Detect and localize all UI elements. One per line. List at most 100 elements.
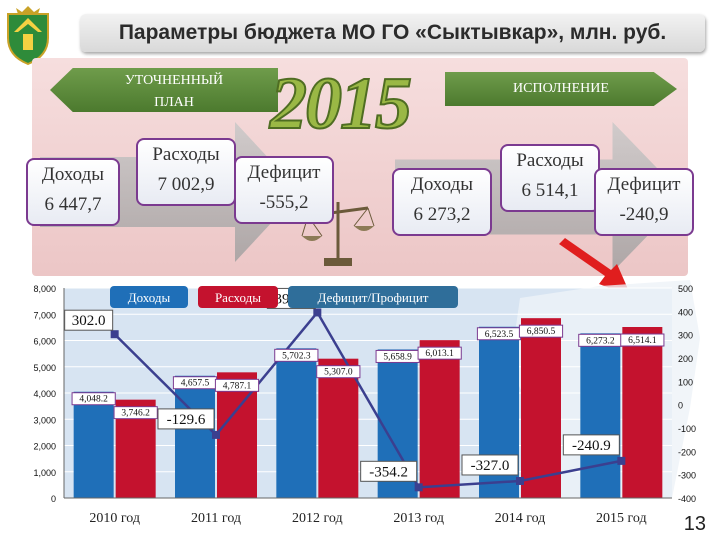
y-right-tick-label: -100: [678, 424, 696, 434]
legend-item: [110, 286, 188, 308]
expense-value-label-box: [113, 406, 158, 420]
income-bar: [73, 391, 114, 498]
balance-point: [414, 483, 423, 492]
y-right-tick-label: 300: [678, 331, 693, 341]
expense-value-label: 4,787.1: [223, 381, 252, 391]
page-title-text: Параметры бюджета МО ГО «Сыктывкар», млн…: [118, 21, 667, 44]
plan-expense-value: 7 002,9: [157, 174, 215, 195]
exec-income-label: Доходы: [410, 174, 474, 195]
expense-value-label: 5,307.0: [324, 368, 353, 378]
plan-expense-label: Расходы: [152, 144, 220, 165]
exec-expense-label: Расходы: [516, 150, 584, 171]
legend: Доходы Расходы Дефицит/Профицит: [110, 286, 458, 308]
income-value-label: 5,658.9: [383, 352, 412, 362]
expense-bar: [622, 327, 663, 498]
expense-value-label-box: [316, 365, 361, 379]
x-tick-label: 2013 год: [393, 511, 444, 526]
y-right-tick-label: 100: [678, 377, 693, 387]
plan-banner-line1: УТОЧНЕННЫЙ: [124, 73, 224, 88]
plan-income-label: Доходы: [41, 164, 105, 185]
income-value-label-box: [274, 348, 319, 362]
x-tick-label: 2014 год: [495, 511, 546, 526]
x-tick-label: 2011 год: [191, 511, 241, 526]
expense-bar: [318, 358, 359, 498]
balance-value-label: -354.2: [369, 464, 408, 480]
expense-value-label-box: [620, 333, 665, 347]
y-right-tick-label: -300: [678, 471, 696, 481]
y-right-tick-label: 200: [678, 354, 693, 364]
y-right-tick-label: 400: [678, 307, 693, 317]
legend-label: Дефицит/Профицит: [318, 290, 429, 305]
balance-value-box: [562, 434, 620, 456]
income-value-label: 6,523.5: [485, 330, 514, 340]
exec-expense-value: 6 514,1: [521, 180, 579, 201]
income-bar: [175, 375, 215, 498]
exec-deficit-value: -240,9: [619, 204, 669, 225]
axis-ticks: 0 1,000 2,000 3,000 4,000 5,000 6,000 7,000 8,00…: [33, 284, 696, 526]
balance-point: [212, 430, 220, 439]
legend-item: [198, 286, 278, 308]
plan-expense-box: Расходы 7 002,9: [136, 138, 236, 206]
plan-banner-line2: ПЛАН: [154, 95, 194, 110]
income-bar: [580, 333, 621, 498]
expense-value-label-box: [518, 324, 564, 338]
coat-of-arms-icon: [7, 6, 49, 66]
balance-point: [313, 308, 322, 317]
income-value-label: 4,657.5: [181, 379, 210, 389]
expense-bar: [521, 318, 561, 498]
y-right-tick-label: 500: [678, 284, 693, 294]
highlight-arrow-icon: [559, 238, 631, 296]
balance-point: [110, 330, 119, 339]
balance-value-label: -240.9: [572, 438, 611, 454]
balance-value-box: [461, 454, 519, 476]
legend-label: Расходы: [215, 290, 261, 305]
plan-deficit-value: -555,2: [259, 192, 309, 213]
balance-value-box: [64, 309, 114, 331]
y-left-tick-label: 7,000: [33, 310, 56, 320]
plan-income-box: Доходы 6 447,7: [26, 158, 120, 226]
expense-value-label-box: [417, 346, 462, 360]
legend-label: Доходы: [128, 290, 171, 305]
balance-point: [516, 476, 524, 485]
plan-banner: УТОЧНЕННЫЙ ПЛАН: [50, 68, 278, 112]
y-left-tick-label: 3,000: [33, 415, 56, 425]
x-tick-label: 2015 год: [596, 511, 647, 526]
exec-deficit-box: Дефицит -240,9: [594, 168, 694, 236]
y-left-tick-label: 8,000: [33, 284, 56, 294]
y-left-tick-label: 6,000: [33, 337, 56, 347]
income-value-label: 6,273.2: [586, 336, 615, 346]
y-right-tick-label: -200: [678, 447, 696, 457]
year-banner: 2015: [269, 62, 413, 146]
balance-point: [617, 456, 626, 465]
income-bar: [276, 348, 317, 498]
y-left-tick-label: 5,000: [33, 363, 56, 373]
exec-expense-box: Расходы 6 514,1: [500, 144, 600, 212]
y-left-tick-label: 4,000: [33, 389, 56, 399]
income-value-label: 5,702.3: [282, 351, 311, 361]
expense-value-label: 6,013.1: [425, 349, 454, 359]
plan-deficit-label: Дефицит: [247, 162, 321, 183]
page-number: 13: [683, 513, 706, 535]
income-value-label: 4,048.2: [79, 395, 108, 405]
y-left-tick-label: 1,000: [33, 468, 56, 478]
plan-income-value: 6 447,7: [44, 194, 102, 215]
expense-value-label: 3,746.2: [121, 409, 150, 419]
expense-value-label-box: [214, 378, 260, 392]
budget-chart: 4,048.2 3,746.2 4,657.5 4,787.1 5,702.3 5,307…: [33, 280, 700, 526]
plan-deficit-box: Дефицит -555,2: [234, 156, 334, 224]
exec-income-value: 6 273,2: [413, 204, 471, 225]
balance-value-label: 302.0: [72, 313, 106, 329]
exec-deficit-label: Дефицит: [607, 174, 681, 195]
balance-value-label: -327.0: [471, 458, 510, 474]
income-value-label-box: [71, 392, 116, 406]
y-right-tick-label: -400: [678, 494, 696, 504]
balance-value-box: [360, 460, 418, 482]
page-title: Параметры бюджета МО ГО «Сыктывкар», млн…: [80, 14, 705, 52]
exec-income-box: Доходы 6 273,2: [392, 168, 492, 236]
x-tick-label: 2012 год: [292, 511, 343, 526]
balance-value-box: [157, 408, 215, 430]
balance-value-label: -129.6: [167, 412, 206, 428]
execution-banner: ИСПОЛНЕНИЕ: [445, 72, 677, 106]
legend-item: [288, 286, 458, 308]
x-tick-label: 2010 год: [89, 511, 140, 526]
